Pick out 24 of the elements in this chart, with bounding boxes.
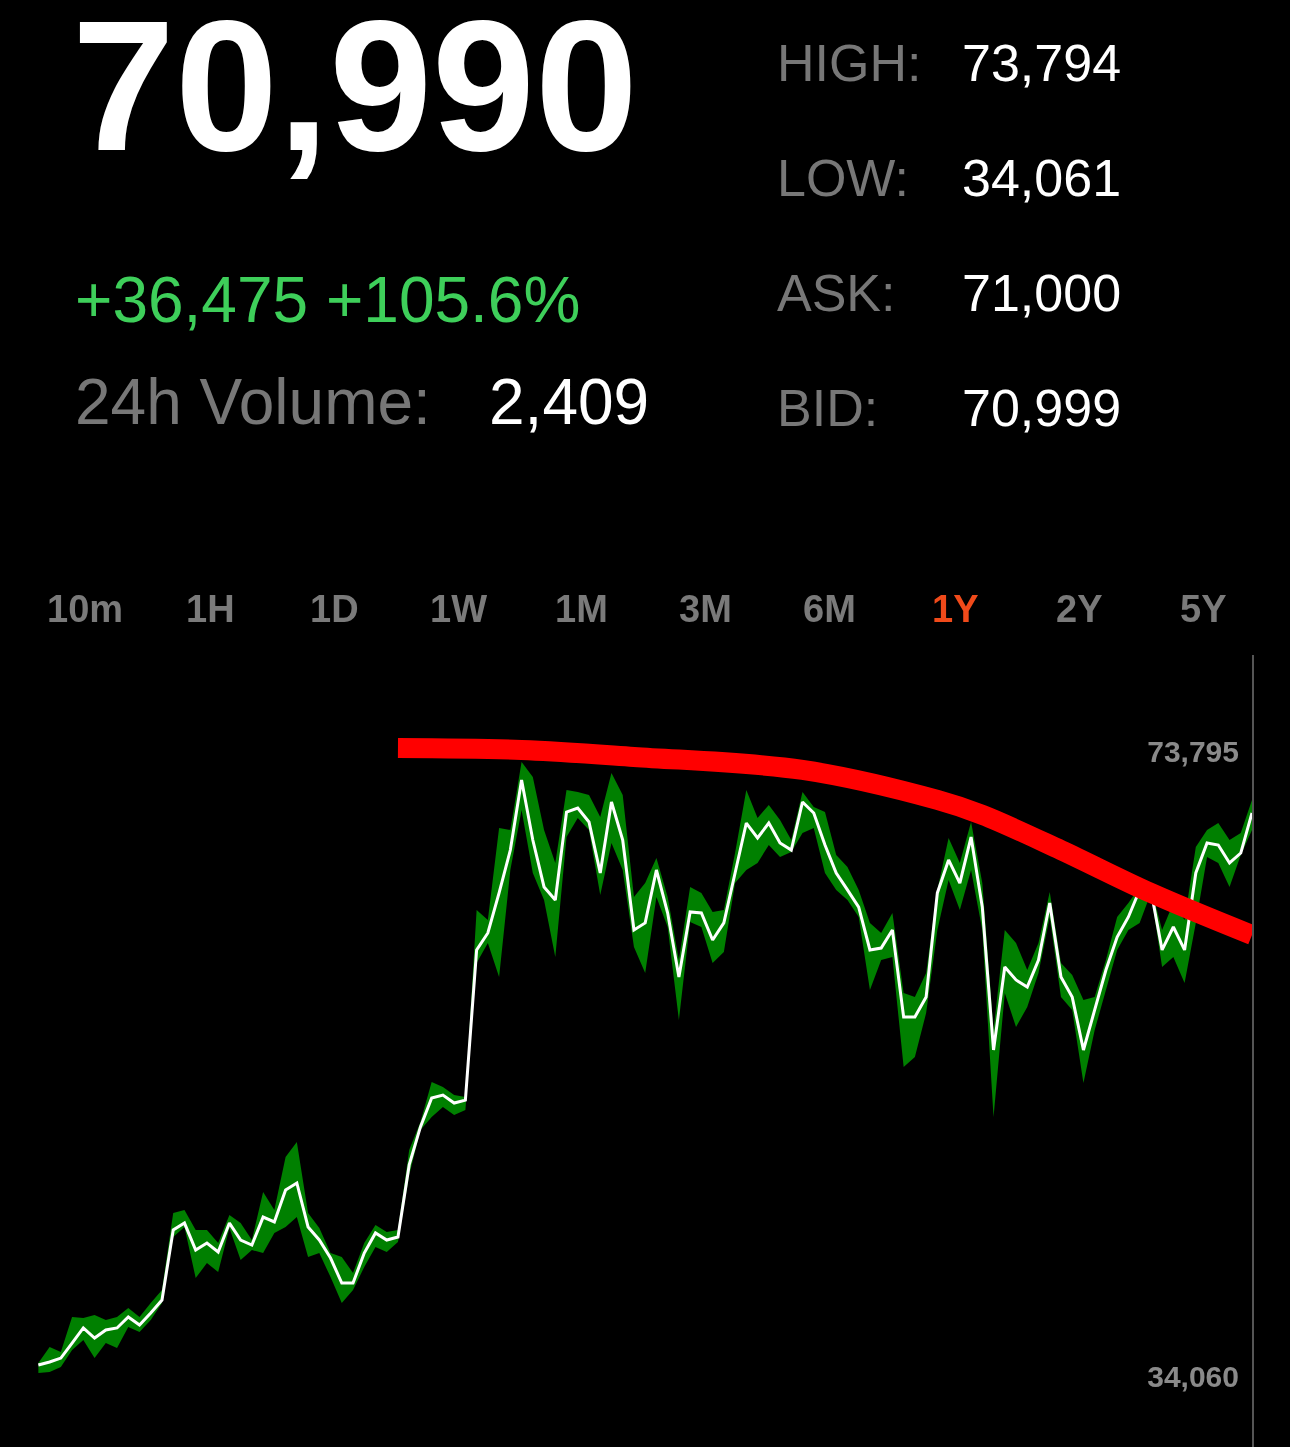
chart-subtitle: +36,475 +105.6% <box>75 264 581 336</box>
text: 1M <box>555 588 608 630</box>
text: 1D <box>310 588 359 630</box>
text: 70,999 <box>962 379 1122 437</box>
text: 10m <box>47 588 124 630</box>
text: ASK: <box>777 264 896 322</box>
chart-title: 70,990 <box>72 0 638 189</box>
text: 1W <box>430 588 488 630</box>
text: BID: <box>777 379 879 437</box>
text: 24h Volume: <box>75 366 431 438</box>
text: 1Y <box>932 588 979 630</box>
y-tick-label: 73,795 <box>1147 735 1239 769</box>
text: LOW: <box>777 149 909 207</box>
text: 34,061 <box>962 149 1122 207</box>
text: 2Y <box>1056 588 1103 630</box>
text: 1H <box>186 588 235 630</box>
text: 6M <box>803 588 856 630</box>
y-tick-label: 34,060 <box>1147 1359 1239 1393</box>
text: HIGH: <box>777 34 922 92</box>
text: 2,409 <box>489 366 650 438</box>
text: 73,794 <box>962 34 1122 92</box>
text: 3M <box>679 588 732 630</box>
text: 71,000 <box>962 264 1122 322</box>
text: 5Y <box>1180 588 1227 630</box>
